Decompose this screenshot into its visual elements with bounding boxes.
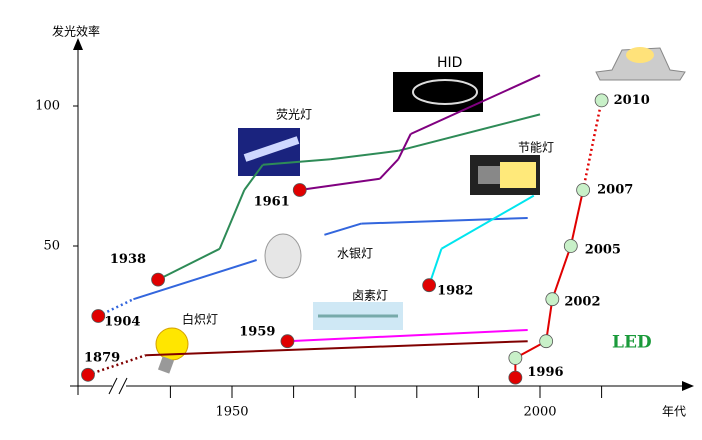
line-segment: [133, 259, 257, 301]
x-arrow: [682, 381, 694, 391]
line-segment: [87, 354, 147, 376]
milestone-dot: [563, 239, 578, 253]
y-axis-label: 发光效率: [52, 24, 100, 39]
x-tick-label: 1950: [215, 405, 248, 420]
year-label: 1961: [254, 195, 290, 210]
line-segment: [262, 158, 331, 166]
milestone-dot: [81, 367, 95, 382]
year-label: 1996: [527, 365, 563, 380]
line-segment: [410, 74, 541, 135]
line-segment: [157, 247, 221, 281]
milestone-dot: [508, 370, 523, 385]
lamp-name: 水银灯: [337, 247, 373, 261]
lamp-pictures: [155, 47, 686, 374]
x-axis-label: 年代: [662, 405, 686, 419]
year-label: 1938: [110, 252, 146, 267]
line-segment: [581, 100, 603, 191]
milestone-dot: [539, 334, 554, 349]
lamp-name: 白炽灯: [182, 312, 218, 327]
lamp-name: 节能灯: [518, 141, 554, 155]
milestone-dot: [594, 93, 609, 108]
milestone-dot: [151, 272, 165, 287]
x-tick-label: 2000: [523, 405, 556, 420]
line-segment: [551, 245, 572, 300]
line-segment: [324, 222, 362, 236]
year-label: 2005: [585, 243, 621, 258]
axis-break: [108, 377, 128, 395]
fluorescent-tube: [243, 136, 300, 162]
year-label: 1904: [104, 315, 140, 330]
incandescent-base: [157, 356, 175, 374]
line-segment: [398, 113, 541, 152]
year-label: 1982: [437, 284, 473, 299]
milestone-dot: [292, 183, 307, 197]
cfl-base: [478, 166, 500, 184]
milestone-dot: [91, 309, 106, 323]
cfl-tubes: [500, 162, 536, 188]
lamp-name: 卤素灯: [352, 289, 388, 303]
lamp-name: LED: [612, 333, 652, 353]
line-segment: [243, 164, 264, 191]
line-segment: [361, 217, 528, 225]
year-label: 2002: [564, 295, 600, 310]
line-segment: [545, 299, 554, 342]
line-segment: [330, 149, 399, 161]
line-segment: [299, 177, 380, 191]
milestone-dot: [508, 351, 523, 365]
led-lens: [626, 47, 654, 63]
y-tick-label: 100: [35, 99, 60, 114]
line-segment: [440, 194, 535, 250]
hid-picture: [393, 72, 483, 112]
line-segment: [287, 329, 528, 343]
axis-break-gap: [112, 382, 126, 390]
line-segment: [569, 189, 585, 247]
mercury-picture: [264, 233, 302, 279]
line-segment: [218, 189, 246, 250]
milestone-dot: [280, 334, 295, 349]
axes: 发光效率 年代: [52, 24, 694, 419]
y-arrow: [73, 38, 83, 50]
lamp-name: HID: [437, 55, 462, 71]
milestone-dot: [422, 278, 437, 293]
line-segment: [397, 133, 412, 160]
year-label: 2007: [597, 183, 633, 198]
milestone-dot: [576, 183, 591, 197]
line-segment: [379, 158, 400, 180]
line-segment: [145, 340, 528, 357]
milestone-dot: [545, 292, 560, 307]
hid-bulb: [412, 79, 478, 105]
year-label: 2010: [614, 93, 650, 108]
year-label: 1879: [84, 350, 120, 365]
y-tick-label: 50: [43, 239, 60, 254]
year-label: 1959: [239, 325, 275, 340]
lamp-name: 荧光灯: [276, 108, 312, 122]
